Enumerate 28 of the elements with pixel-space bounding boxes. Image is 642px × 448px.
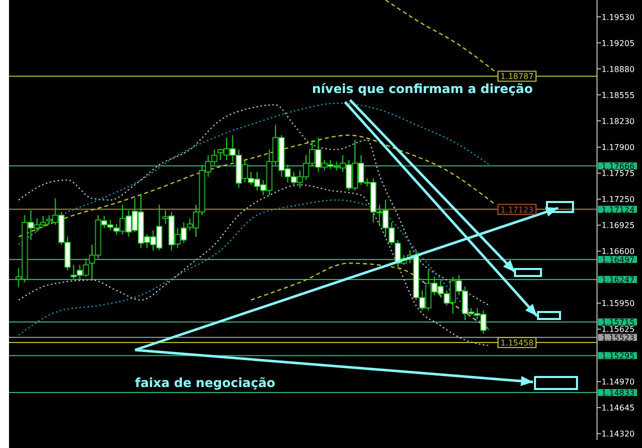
y-tick-label: 1.16600 — [601, 247, 635, 256]
y-tick-label: 1.18230 — [601, 116, 635, 126]
y-tick-label: 1.14320 — [601, 430, 635, 439]
annotation: 1.17123 — [500, 205, 534, 214]
annotation: faixa de negociação — [135, 375, 276, 390]
y-tick-label: 1.19205 — [601, 38, 635, 48]
y-tick-label: 1.19530 — [601, 12, 635, 22]
y-tick-label: 1.15950 — [601, 299, 635, 308]
y-tick-label: 1.17575 — [601, 169, 635, 178]
y-tick-label: 1.16925 — [601, 221, 635, 230]
annotation: 1.15458 — [500, 338, 534, 348]
y-tick-label: 1.17250 — [601, 195, 635, 204]
ref-line-label: 1.16497 — [601, 255, 635, 264]
ref-line-label: 1.16247 — [601, 275, 635, 284]
y-tick-label: 1.17900 — [601, 143, 635, 152]
annotation: níveis que confirmam a direção — [312, 81, 534, 96]
ref-line-label: 1.15523 — [601, 333, 635, 342]
y-tick-label: 1.18880 — [601, 64, 635, 74]
ref-line-label: 1.17124 — [601, 205, 635, 214]
ref-line-label: 1.17666 — [601, 162, 635, 171]
y-tick-label: 1.14970 — [601, 378, 635, 387]
ref-line-label: 1.14833 — [601, 388, 635, 398]
y-tick-label: 1.15625 — [601, 325, 635, 334]
y-tick-label: 1.14645 — [601, 404, 635, 413]
ref-line-label: 1.15295 — [601, 352, 635, 361]
ref-line-label: 1.15715 — [601, 318, 635, 327]
y-tick-label: 1.18555 — [601, 90, 635, 100]
annotation: 1.18787 — [500, 72, 534, 82]
